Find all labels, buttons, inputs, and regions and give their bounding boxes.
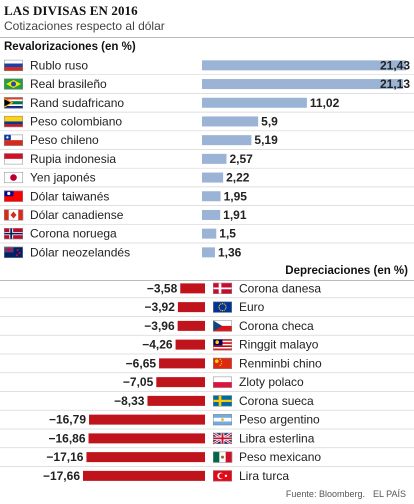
new-zealand-flag — [4, 246, 23, 258]
bar — [156, 377, 205, 388]
indonesia-flag — [4, 153, 23, 165]
canada-flag — [4, 209, 24, 221]
argentina-flag — [213, 414, 232, 426]
brazil-flag — [4, 78, 23, 90]
bar — [202, 60, 406, 71]
value-label: 5,19 — [254, 133, 278, 147]
bar — [177, 320, 205, 331]
value-label: −16,86 — [48, 431, 85, 445]
bar — [202, 172, 224, 183]
eu-flag — [213, 301, 232, 313]
bar — [202, 135, 252, 146]
value-label: −4,26 — [142, 338, 173, 352]
category-label: Libra esterlina — [239, 431, 315, 445]
value-label: 21,13 — [380, 77, 410, 91]
value-label: −6,65 — [126, 356, 157, 370]
bar — [202, 191, 221, 202]
category-label: Corona checa — [239, 319, 314, 333]
taiwan-flag — [4, 190, 23, 202]
bar — [177, 302, 205, 313]
uk-flag — [212, 431, 233, 446]
category-label: Dólar taiwanés — [30, 189, 109, 203]
bar — [202, 209, 221, 220]
value-label: −3,58 — [147, 281, 178, 295]
bar — [159, 358, 205, 369]
category-label: Peso mexicano — [239, 450, 321, 464]
section-label-depreciations: Depreciaciones (en %) — [285, 265, 408, 277]
category-label: Renminbi chino — [239, 356, 322, 370]
source-note: Fuente: Bloomberg. — [285, 489, 365, 499]
value-label: −3,92 — [145, 300, 176, 314]
category-label: Zloty polaco — [239, 375, 304, 389]
category-label: Dólar canadiense — [30, 208, 124, 222]
brand-label: EL PAÍS — [372, 489, 406, 499]
value-label: −17,16 — [46, 450, 83, 464]
malaysia-flag — [213, 339, 232, 351]
bar — [88, 433, 205, 444]
bar — [202, 97, 307, 108]
norway-flag — [4, 228, 23, 240]
value-label: 1,5 — [219, 227, 236, 241]
turkey-flag — [213, 470, 232, 482]
russia-flag — [4, 59, 23, 72]
category-label: Rupia indonesia — [30, 152, 116, 166]
value-label: 1,36 — [218, 245, 242, 259]
value-label: 11,02 — [310, 96, 340, 110]
category-label: Ringgit malayo — [239, 338, 319, 352]
china-flag — [213, 357, 232, 369]
value-label: 2,22 — [226, 171, 250, 185]
category-label: Dólar neozelandés — [30, 245, 130, 259]
colombia-flag — [4, 115, 23, 128]
section-label-revaluations: Revalorizaciones (en %) — [4, 41, 136, 53]
category-label: Corona danesa — [239, 281, 321, 295]
bar — [202, 228, 217, 239]
bar — [147, 395, 205, 406]
japan-flag — [4, 172, 23, 184]
south-africa-flag — [3, 97, 23, 109]
category-label: Corona noruega — [30, 227, 117, 241]
category-label: Rand sudafricano — [30, 96, 124, 110]
bar — [86, 452, 205, 463]
bar — [202, 116, 259, 127]
value-label: 2,57 — [229, 152, 253, 166]
value-label: −3,96 — [144, 319, 175, 333]
chart-footer: Fuente: Bloomberg. EL PAÍS — [278, 489, 406, 499]
value-label: 5,9 — [261, 114, 278, 128]
value-label: −17,66 — [43, 469, 80, 483]
category-label: Euro — [239, 300, 265, 314]
category-label: Yen japonés — [30, 171, 96, 185]
category-label: Lira turca — [239, 469, 289, 483]
value-label: 1,95 — [224, 189, 248, 203]
category-label: Rublo ruso — [30, 58, 88, 72]
header-divider — [0, 37, 414, 38]
category-label: Peso argentino — [239, 413, 320, 427]
bar — [202, 153, 227, 164]
bar — [89, 414, 205, 425]
sweden-flag — [213, 395, 232, 407]
denmark-flag — [213, 282, 232, 294]
chart-subtitle: Cotizaciones respecto al dólar — [4, 19, 165, 33]
value-label: 1,91 — [223, 208, 247, 222]
chart-title: LAS DIVISAS EN 2016 — [4, 3, 138, 18]
bar — [180, 283, 205, 294]
category-label: Corona sueca — [239, 394, 314, 408]
chile-flag — [4, 134, 23, 146]
bar — [83, 470, 205, 481]
czech-flag — [213, 320, 232, 332]
category-label: Real brasileño — [30, 77, 107, 91]
value-label: 21,43 — [380, 58, 410, 72]
bar — [202, 247, 215, 258]
category-label: Peso colombiano — [30, 114, 122, 128]
bar — [202, 79, 404, 90]
section-divider — [0, 280, 414, 281]
value-label: −7,05 — [123, 375, 154, 389]
bar — [175, 339, 205, 350]
mexico-flag — [213, 451, 233, 463]
category-label: Peso chileno — [30, 133, 99, 147]
value-label: −8,33 — [114, 394, 145, 408]
poland-flag — [213, 376, 232, 388]
value-label: −16,79 — [49, 413, 86, 427]
